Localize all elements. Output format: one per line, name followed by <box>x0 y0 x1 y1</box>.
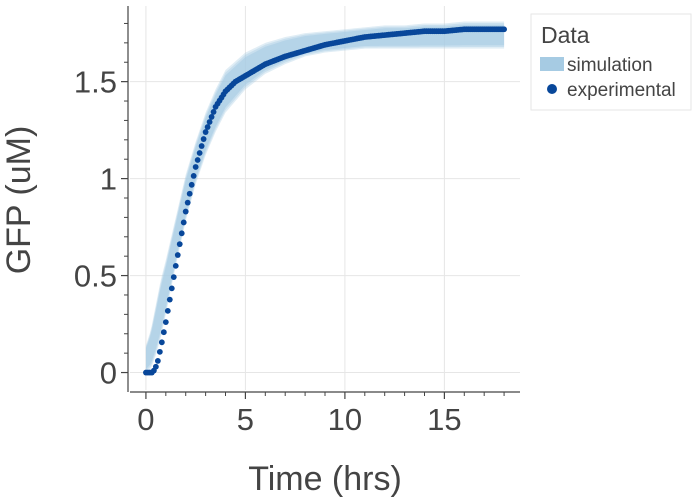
experimental-point <box>172 262 179 269</box>
experimental-point <box>174 252 181 258</box>
x-tick-label: 15 <box>427 402 461 437</box>
experimental-point <box>186 190 193 197</box>
y-tick-label: 1 <box>100 162 117 197</box>
experimental-point <box>208 114 215 120</box>
plot-background <box>130 6 520 390</box>
y-ticks: 0 0.5 1 1.5 <box>74 22 128 391</box>
plot-area <box>130 6 520 390</box>
y-axis: 0 0.5 1 1.5 <box>74 6 129 392</box>
y-tick-label: 1.5 <box>74 65 117 100</box>
experimental-point <box>188 181 195 188</box>
experimental-point <box>200 136 207 142</box>
y-axis-title: GFP (uM) <box>0 126 38 275</box>
experimental-point <box>190 172 197 179</box>
x-tick-label: 0 <box>137 402 154 437</box>
experimental-point <box>166 296 173 303</box>
experimental-point <box>204 124 211 130</box>
x-axis: 0 5 10 15 <box>130 391 520 437</box>
experimental-point <box>198 143 205 149</box>
experimental-point <box>160 329 167 336</box>
legend-label-experimental: experimental <box>567 80 676 101</box>
experimental-point <box>202 129 209 135</box>
experimental-point <box>210 108 217 115</box>
experimental-point <box>194 157 201 163</box>
x-axis-title: Time (hrs) <box>248 460 402 498</box>
experimental-point <box>180 219 187 226</box>
experimental-point <box>156 348 163 355</box>
x-tick-label: 10 <box>328 402 362 437</box>
experimental-point <box>170 274 177 281</box>
x-tick-label: 5 <box>237 402 254 437</box>
experimental-point <box>162 319 169 326</box>
experimental-point <box>192 164 199 170</box>
legend-title: Data <box>541 22 590 48</box>
experimental-point <box>164 307 171 314</box>
experimental-point <box>206 119 213 125</box>
experimental-point <box>196 150 203 156</box>
experimental-point <box>184 199 191 206</box>
y-tick-label: 0 <box>100 356 117 391</box>
experimental-point <box>501 26 507 33</box>
x-ticks: 0 5 10 15 <box>137 392 505 437</box>
experimental-points-layer <box>143 26 507 376</box>
y-tick-label: 0.5 <box>74 259 117 294</box>
legend-label-simulation: simulation <box>567 55 653 76</box>
experimental-point <box>182 208 189 215</box>
experimental-point <box>158 339 165 346</box>
legend: Data simulation experimental <box>530 13 692 111</box>
legend-swatch-experimental <box>547 84 557 94</box>
experimental-point <box>178 230 185 237</box>
experimental-point <box>176 241 183 248</box>
experimental-point <box>168 285 175 292</box>
legend-swatch-simulation <box>540 57 564 71</box>
experimental-point <box>152 363 159 370</box>
experimental-point <box>154 358 161 364</box>
